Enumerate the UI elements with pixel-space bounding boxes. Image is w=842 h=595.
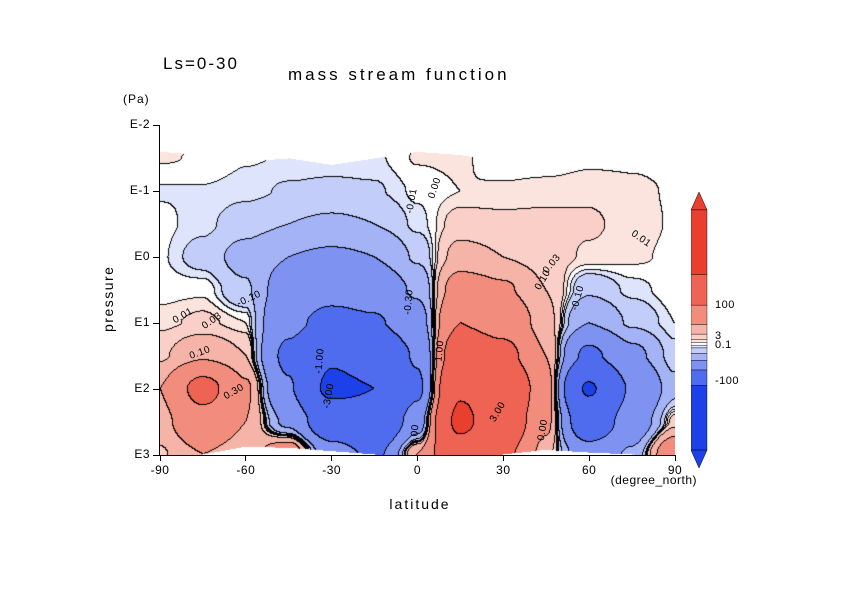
latitude-unit-label: (degree_north) [610,473,697,487]
x-tick-label: 60 [581,463,597,477]
y-tick-mark [153,388,159,390]
colorbar-segment [691,369,708,386]
x-tick-mark [417,456,418,461]
contour-value-label: -0.30 [402,288,416,315]
colorbar-segment [691,274,708,306]
y-axis-line [159,125,160,456]
y-tick-label: E3 [134,447,150,461]
colorbar-segment [691,304,708,325]
y-tick-mark [153,124,159,126]
x-tick-mark [588,456,590,461]
x-axis-line [159,455,676,456]
x-tick-mark [674,456,676,461]
x-tick-label: -60 [236,463,256,477]
colorbar-segment [691,344,708,349]
x-tick-mark [502,456,504,461]
y-tick-label: E-2 [129,117,150,131]
colorbar-value-label: 0.1 [715,338,732,351]
x-tick-mark [159,456,161,461]
colorbar-bottom-arrow [691,449,708,468]
x-tick-label: 30 [496,463,511,477]
colorbar-segment [691,209,708,276]
contour-value-label: 0.00 [408,424,422,447]
pressure-axis-label: pressure [100,265,116,332]
x-tick-label: -30 [322,463,342,477]
x-tick-label: 0 [413,463,422,477]
colorbar-value-label: 3 [715,329,722,342]
y-tick-label: E-1 [129,183,150,197]
y-tick-label: E2 [134,381,150,395]
season-title: Ls=0-30 [163,54,239,73]
y-tick-label: E1 [134,315,150,329]
plot-title: mass stream function [288,65,510,84]
colorbar-segment [691,339,708,343]
x-tick-mark [331,456,333,461]
pressure-unit-label: (Pa) [123,92,150,106]
colorbar [691,192,708,468]
colorbar-segment [691,347,708,354]
stream-function-contour-plot [160,125,675,455]
x-tick-label: -90 [150,463,170,477]
x-tick-mark [245,456,247,461]
colorbar-segment [691,333,708,340]
colorbar-value-label: -100 [715,375,740,388]
colorbar-value-label: 100 [715,299,735,312]
colorbar-segment [691,384,708,451]
y-tick-mark [153,454,159,456]
colorbar-segment [691,342,708,346]
y-tick-label: E0 [134,249,150,263]
colorbar-segment [691,353,708,361]
latitude-axis-label: latitude [389,496,451,512]
colorbar-segment [691,324,708,335]
y-tick-mark [153,190,159,192]
y-tick-mark [153,256,159,258]
colorbar-top-arrow [691,192,708,211]
x-tick-label: 90 [667,463,683,477]
colorbar-segment [691,360,708,371]
y-tick-mark [153,322,159,324]
